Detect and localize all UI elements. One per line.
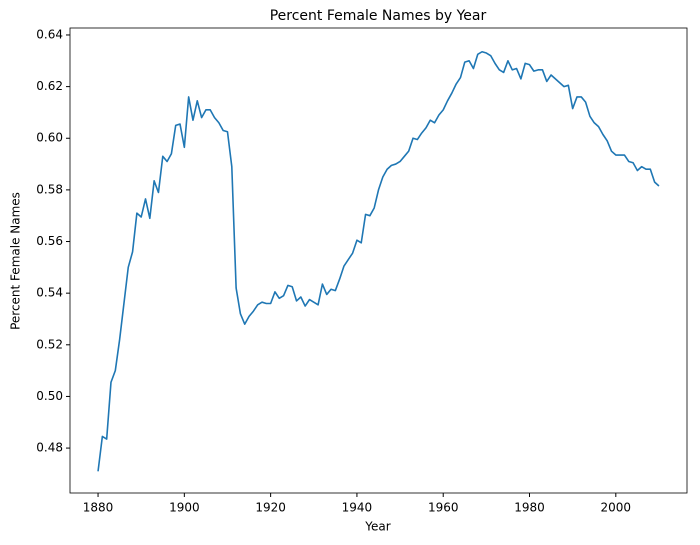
x-tick-label: 1880 bbox=[83, 501, 114, 515]
y-tick-label: 0.58 bbox=[36, 182, 63, 196]
y-tick-label: 0.64 bbox=[36, 27, 63, 41]
plot-frame bbox=[69, 27, 688, 494]
chart-title: Percent Female Names by Year bbox=[270, 8, 487, 24]
y-tick-label: 0.50 bbox=[36, 389, 63, 403]
x-axis-label: Year bbox=[364, 520, 390, 534]
x-tick-label: 1920 bbox=[255, 501, 286, 515]
x-tick-label: 1900 bbox=[169, 501, 200, 515]
x-tick-label: 1980 bbox=[514, 501, 545, 515]
y-tick-label: 0.62 bbox=[36, 79, 63, 93]
y-tick-label: 0.54 bbox=[36, 286, 63, 300]
x-tick-label: 1940 bbox=[342, 501, 373, 515]
y-tick-label: 0.48 bbox=[36, 441, 63, 455]
y-tick-label: 0.52 bbox=[36, 337, 63, 351]
x-tick-label: 2000 bbox=[601, 501, 632, 515]
y-axis-label: Percent Female Names bbox=[9, 192, 23, 330]
x-tick-label: 1960 bbox=[428, 501, 459, 515]
y-tick-label: 0.60 bbox=[36, 131, 63, 145]
data-line bbox=[97, 50, 660, 472]
y-tick-label: 0.56 bbox=[36, 234, 63, 248]
